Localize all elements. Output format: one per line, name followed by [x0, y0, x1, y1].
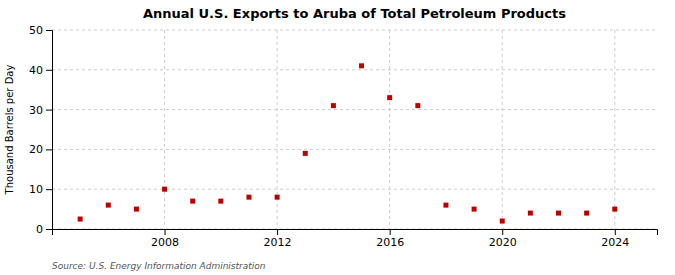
- y-axis-line: [46, 31, 53, 230]
- point-square: [415, 103, 420, 108]
- point-square: [134, 207, 139, 212]
- grid: [52, 30, 657, 229]
- x-grid-line: [614, 30, 615, 229]
- y-tick-label: 30: [29, 104, 43, 117]
- point-square: [528, 211, 533, 216]
- title: Annual U.S. Exports to Aruba of Total Pe…: [143, 6, 566, 21]
- y-grid-line: [52, 189, 657, 190]
- x-tick-mark: [502, 229, 503, 235]
- y-tick: 50: [29, 24, 52, 37]
- x-tick-mark: [277, 229, 278, 235]
- point-square: [331, 103, 336, 108]
- chart: 2008 2012 2016 2020 2024 0 10 20 30 40 50 Annual U.…: [0, 0, 675, 275]
- y-tick-mark: [46, 30, 52, 31]
- y-grid-line: [52, 69, 657, 70]
- y-grid-line: [52, 30, 657, 31]
- y-tick: 30: [29, 104, 52, 117]
- x-tick-label: 2016: [376, 236, 404, 249]
- point-square: [612, 207, 617, 212]
- y-tick-label: 10: [29, 183, 43, 196]
- point-square: [303, 151, 308, 156]
- x-tick: 2020: [489, 229, 517, 249]
- x-tick-label: 2012: [264, 236, 292, 249]
- y-tick-label: 0: [36, 223, 43, 236]
- point-square: [359, 63, 364, 68]
- y-axis: 0 10 20 30 40 50: [29, 24, 53, 236]
- point-square: [556, 211, 561, 216]
- point-square: [500, 219, 505, 224]
- point-square: [162, 187, 167, 192]
- y-tick-mark: [46, 149, 52, 150]
- point-square: [387, 95, 392, 100]
- point-square: [218, 199, 223, 204]
- plot-area: 2008 2012 2016 2020 2024 0 10 20 30 40 50: [29, 24, 658, 249]
- x-tick-mark: [165, 229, 166, 235]
- y-tick-mark: [46, 110, 52, 111]
- point-square: [584, 211, 589, 216]
- y-tick: 40: [29, 64, 52, 77]
- x-tick-label: 2008: [151, 236, 179, 249]
- y-tick: 20: [29, 143, 52, 156]
- x-tick-mark: [615, 229, 616, 235]
- x-grid-line: [389, 30, 390, 229]
- x-tick: 2024: [601, 229, 629, 249]
- y-tick-mark: [46, 70, 52, 71]
- y-tick-mark: [46, 189, 52, 190]
- y-tick: 10: [29, 183, 52, 196]
- point-square: [106, 203, 111, 208]
- source: Source: U.S. Energy Information Administ…: [52, 261, 266, 271]
- x-axis-line: [53, 230, 658, 236]
- points: [78, 63, 618, 223]
- y-tick-label: 40: [29, 64, 43, 77]
- point-square: [275, 195, 280, 200]
- point-square: [443, 203, 448, 208]
- y-tick-label: 20: [29, 143, 43, 156]
- y-axis-label: Thousand Barrels per Day: [4, 65, 15, 196]
- y-grid-line: [52, 109, 657, 110]
- y-grid-line: [52, 149, 657, 150]
- x-tick: 2008: [151, 229, 179, 249]
- point-square: [246, 195, 251, 200]
- x-tick-mark: [390, 229, 391, 235]
- x-tick-label: 2024: [601, 236, 629, 249]
- x-tick-label: 2020: [489, 236, 517, 249]
- x-tick: 2012: [264, 229, 292, 249]
- y-tick: 0: [36, 223, 52, 236]
- x-axis: 2008 2012 2016 2020 2024: [53, 229, 658, 249]
- point-square: [472, 207, 477, 212]
- point-square: [190, 199, 195, 204]
- x-grid-line: [164, 30, 165, 229]
- x-tick: 2016: [376, 229, 404, 249]
- point-square: [78, 217, 83, 222]
- x-grid-line: [502, 30, 503, 229]
- y-tick-mark: [46, 229, 52, 230]
- y-tick-label: 50: [29, 24, 43, 37]
